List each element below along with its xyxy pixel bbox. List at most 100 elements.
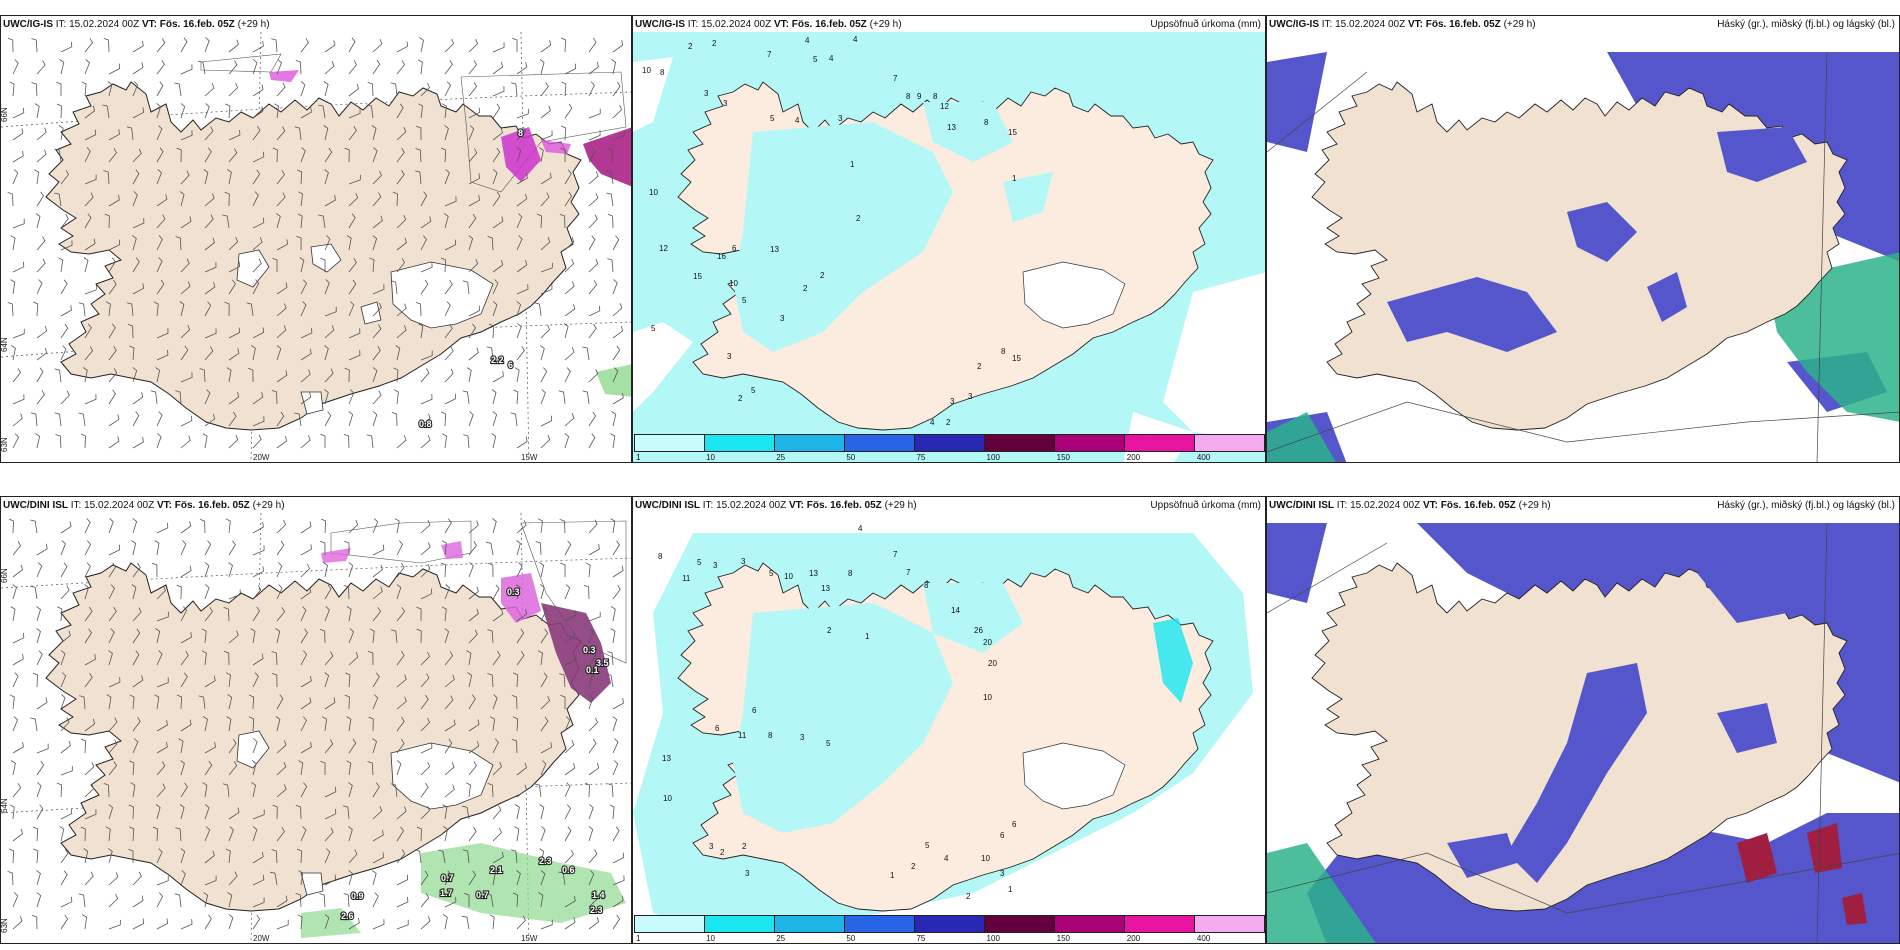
wind-barb [60,170,69,185]
wind-barb [444,896,457,908]
colorbar-segment [915,916,985,932]
wind-barb [540,130,553,141]
wind-barb [564,610,576,622]
wind-barb [416,826,422,842]
wind-barb [84,346,94,361]
wind-barb [156,522,169,534]
wind-barb [393,389,399,405]
wind-barb [441,103,447,119]
wind-barb [252,826,258,842]
wind-barb [175,390,182,405]
wind-barb [300,675,312,688]
wind-barb [588,611,601,622]
precip-value: 8 [660,68,665,77]
wind-barb [180,170,190,185]
wind-barb [224,301,230,317]
wind-barb [396,41,409,53]
wind-barb [298,870,304,886]
wind-barb [324,169,329,185]
wind-barb [372,284,385,295]
wind-barb [343,585,350,600]
wind-barb [540,284,553,295]
graticule [1267,51,1899,462]
wind-barb [396,874,409,886]
precip-value: 3 [968,392,973,401]
wind-barb [588,543,600,556]
wind-barb [12,632,25,644]
wind-barb [396,60,405,75]
precip-value: 5 [769,569,774,578]
lat-label-66: 66N [1,107,9,122]
wind-barb [588,870,595,886]
wind-barb [12,672,19,688]
wind-barb [492,371,504,383]
wind-barb [468,719,480,732]
precip-value: 13 [821,584,830,593]
wind-barb [588,694,594,710]
wind-barb [297,213,303,229]
wind-barb [324,306,337,317]
wind-barb [540,237,551,251]
wind-barb [180,919,193,930]
precip-value: 3 [745,869,750,878]
colorbar-segment [775,435,845,451]
wind-barb [228,630,239,644]
precip-value: 2 [977,362,982,371]
wind-barb [444,239,457,251]
wind-barb [396,738,405,754]
wind-barb [276,919,289,930]
precip-value: 10 [784,572,793,581]
wind-barb [252,434,262,449]
wind-barb [468,870,477,886]
wind-barb [54,412,62,427]
visibility-value: 0.1 [586,665,599,675]
wind-barb [175,827,182,842]
wind-barb [372,564,383,578]
wind-barb [56,782,63,798]
precip-value: 10 [981,854,990,863]
wind-barb [396,325,407,339]
wind-barb [444,762,455,776]
wind-barb [295,60,302,75]
panel-title: UWC/IG-IS IT: 15.02.2024 00Z VT: Fös. 16… [3,19,270,30]
wind-barb [54,192,62,207]
wind-barb [540,262,553,273]
wind-barb [180,521,192,534]
wind-barb [440,562,447,578]
panel-title: UWC/DINI ISL IT: 15.02.2024 00Z VT: Fös.… [1269,500,1551,511]
precip-value: 20 [983,638,992,647]
wind-barb [36,325,48,339]
wind-barb [588,826,594,842]
wind-barb [132,235,137,251]
wind-barb [414,170,422,185]
wind-barb [588,147,596,163]
wind-barb [60,765,73,776]
wind-barb [132,562,141,578]
precip-value: 2 [856,214,861,223]
wind-barb [468,694,476,710]
wind-barb [492,216,504,229]
precip-value: 15 [1012,354,1021,363]
wind-barb [276,345,282,361]
wind-barb [12,59,19,75]
map-canvas: 66N 64N 63N 20W 15W 8 2.2 6 0.8 [1,32,631,462]
precip-value: 10 [663,794,672,803]
panel-title: UWC/IG-IS IT: 15.02.2024 00Z VT: Fös. 16… [1269,19,1536,30]
wind-barb [396,214,407,229]
wind-barb [252,258,262,273]
wind-barb [348,917,360,930]
wind-barb [226,169,232,185]
wind-barb [84,809,97,820]
wind-barb [84,584,89,600]
wind-barb [516,126,526,141]
precip-on-land [733,102,1053,352]
wind-barb [156,59,165,75]
wind-barb [442,914,448,930]
wind-barb [372,672,380,688]
wind-barb [295,804,302,820]
wind-barb [612,40,624,53]
wind-barb [12,916,23,930]
wind-barb [12,584,17,600]
colorbar-segment [985,916,1055,932]
wind-barb [348,782,353,798]
